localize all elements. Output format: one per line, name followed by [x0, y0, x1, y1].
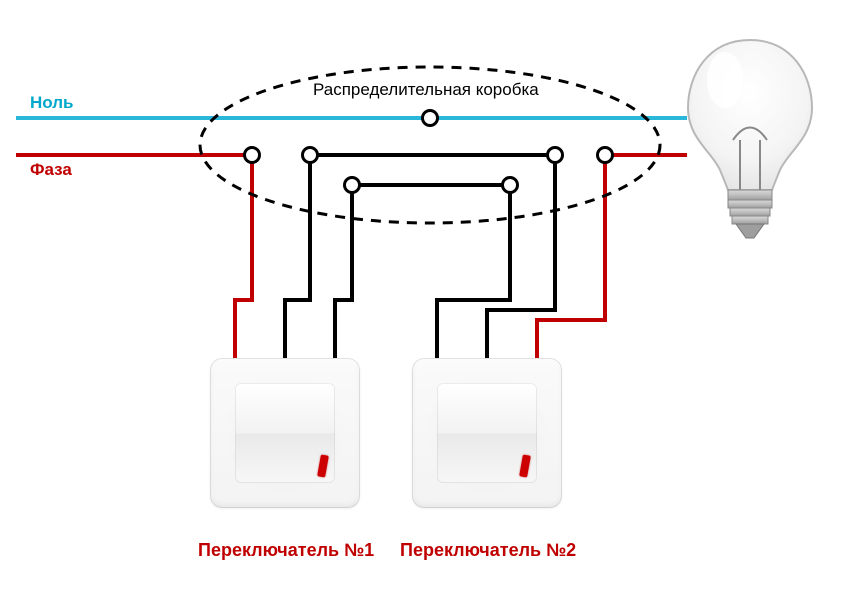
drop-4-h	[437, 298, 512, 302]
terminal-phase-in	[243, 146, 261, 164]
switch-1[interactable]	[210, 358, 360, 508]
terminal-sw1-t1	[301, 146, 319, 164]
drop-2-h	[285, 298, 312, 302]
junction-box-label: Распределительная коробка	[313, 80, 539, 100]
switch-2[interactable]	[412, 358, 562, 508]
terminal-neutral	[421, 109, 439, 127]
terminal-sw2-t1	[546, 146, 564, 164]
terminal-sw2-t2	[501, 176, 519, 194]
phase-label: Фаза	[30, 160, 72, 180]
neutral-label: Ноль	[30, 93, 74, 113]
drop-1-h	[235, 298, 254, 302]
switch-1-label: Переключатель №1	[198, 540, 374, 561]
drop-3-h	[335, 298, 354, 302]
light-bulb-icon	[670, 30, 830, 250]
terminal-phase-out	[596, 146, 614, 164]
drop-6-h	[537, 318, 607, 322]
terminal-sw1-t2	[343, 176, 361, 194]
switch-2-label: Переключатель №2	[400, 540, 576, 561]
drop-5-h	[487, 308, 557, 312]
